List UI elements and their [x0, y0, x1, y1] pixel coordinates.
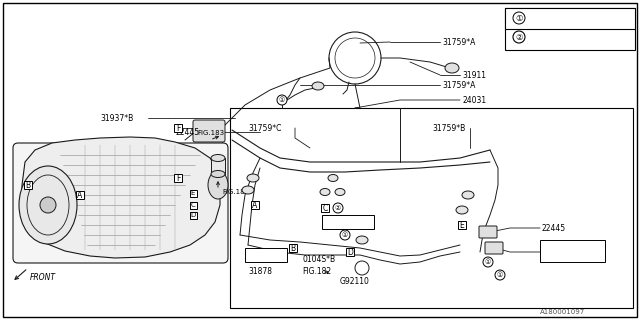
- Text: F: F: [176, 124, 180, 132]
- Text: 0104S*A: 0104S*A: [531, 13, 568, 22]
- FancyBboxPatch shape: [479, 226, 497, 238]
- Text: F: F: [176, 173, 180, 182]
- Bar: [458, 221, 466, 229]
- Ellipse shape: [335, 188, 345, 196]
- Bar: [189, 189, 196, 196]
- Ellipse shape: [356, 236, 368, 244]
- Text: G92110: G92110: [340, 277, 370, 286]
- Text: 31911: 31911: [462, 70, 486, 79]
- FancyBboxPatch shape: [13, 143, 228, 263]
- Bar: [505, 8, 635, 29]
- Text: A: A: [77, 190, 83, 199]
- Text: B: B: [291, 244, 296, 252]
- Ellipse shape: [445, 63, 459, 73]
- Text: G91327: G91327: [531, 33, 563, 42]
- Ellipse shape: [320, 188, 330, 196]
- Bar: [189, 212, 196, 219]
- Text: 31937*B: 31937*B: [100, 114, 133, 123]
- Text: 24031: 24031: [462, 95, 486, 105]
- Circle shape: [483, 257, 493, 267]
- Circle shape: [277, 95, 287, 105]
- Text: A: A: [252, 201, 258, 210]
- Text: ②: ②: [515, 33, 523, 42]
- Bar: [211, 158, 225, 174]
- Ellipse shape: [242, 186, 254, 194]
- Bar: [289, 244, 297, 252]
- Text: 0104S*B: 0104S*B: [302, 255, 335, 265]
- Bar: [230, 108, 633, 308]
- Bar: [322, 215, 374, 229]
- Ellipse shape: [19, 166, 77, 244]
- Bar: [251, 201, 259, 209]
- Text: FIG.182: FIG.182: [302, 268, 331, 276]
- FancyBboxPatch shape: [193, 120, 225, 142]
- Bar: [24, 181, 32, 189]
- Text: 31759*B: 31759*B: [432, 124, 465, 132]
- Ellipse shape: [312, 82, 324, 90]
- Text: FIG.183: FIG.183: [197, 130, 224, 136]
- Text: 22445: 22445: [175, 127, 199, 137]
- Circle shape: [40, 197, 56, 213]
- Ellipse shape: [328, 174, 338, 181]
- Text: 22445: 22445: [542, 223, 566, 233]
- Circle shape: [333, 203, 343, 213]
- Text: E: E: [460, 220, 465, 229]
- Ellipse shape: [456, 206, 468, 214]
- Text: D: D: [190, 212, 196, 218]
- Bar: [245, 248, 287, 262]
- Bar: [76, 191, 84, 199]
- Text: D: D: [347, 247, 353, 257]
- Text: 31937*C: 31937*C: [333, 219, 364, 225]
- Bar: [346, 248, 354, 256]
- Circle shape: [495, 270, 505, 280]
- Text: ①: ①: [497, 272, 503, 278]
- Text: ①: ①: [342, 232, 348, 238]
- Polygon shape: [22, 137, 220, 258]
- Bar: [321, 204, 329, 212]
- Text: 31759*A: 31759*A: [442, 37, 476, 46]
- Circle shape: [513, 12, 525, 24]
- Text: ②: ②: [335, 205, 341, 211]
- Text: ①: ①: [515, 13, 523, 22]
- Text: ①: ①: [279, 97, 285, 103]
- Ellipse shape: [211, 155, 225, 162]
- Text: G91325: G91325: [252, 252, 280, 258]
- Circle shape: [513, 31, 525, 43]
- Bar: [189, 202, 196, 209]
- Circle shape: [340, 230, 350, 240]
- Bar: [540, 240, 605, 262]
- FancyBboxPatch shape: [485, 242, 503, 254]
- Ellipse shape: [247, 174, 259, 182]
- Ellipse shape: [462, 191, 474, 199]
- Text: 31937*A: 31937*A: [556, 247, 589, 257]
- Text: ①: ①: [485, 259, 491, 265]
- Text: A180001097: A180001097: [540, 309, 585, 315]
- Text: 31759*C: 31759*C: [248, 124, 282, 132]
- Text: C: C: [191, 202, 195, 208]
- Bar: [174, 124, 182, 132]
- Bar: [174, 174, 182, 182]
- Text: 31759*A: 31759*A: [442, 81, 476, 90]
- Text: E: E: [191, 190, 195, 196]
- Ellipse shape: [208, 171, 228, 199]
- Text: FRONT: FRONT: [30, 274, 56, 283]
- Text: FIG.183: FIG.183: [222, 189, 249, 195]
- Text: B: B: [26, 180, 31, 189]
- Ellipse shape: [211, 171, 225, 178]
- Bar: [505, 8, 635, 50]
- Text: 31878: 31878: [248, 268, 272, 276]
- Text: C: C: [323, 204, 328, 212]
